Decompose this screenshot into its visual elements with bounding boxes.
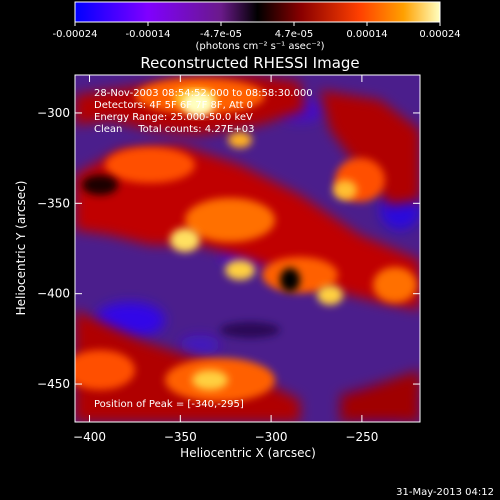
y-tick-label: −350 bbox=[37, 196, 70, 210]
info-energy-range: Energy Range: 25.000-50.0 keV bbox=[94, 112, 253, 123]
info-overlay: 28-Nov-2003 08:54:52.000 to 08:58:30.000… bbox=[94, 88, 313, 410]
x-tick-label: −400 bbox=[73, 430, 106, 444]
y-tick-label: −300 bbox=[37, 106, 70, 120]
x-tick-label: −300 bbox=[255, 430, 288, 444]
colorbar-unit-label: (photons cm⁻² s⁻¹ asec⁻²) bbox=[195, 41, 324, 52]
colorbar-tick-label: 4.7e-05 bbox=[275, 29, 313, 40]
y-tick-label: −450 bbox=[37, 377, 70, 391]
x-axis-label: Heliocentric X (arcsec) bbox=[180, 446, 316, 460]
colorbar-tick-label: 0.00014 bbox=[346, 29, 387, 40]
peak-glow bbox=[182, 91, 215, 116]
info-peak-position: Position of Peak = [-340,-295] bbox=[94, 399, 244, 410]
chart-title: Reconstructed RHESSI Image bbox=[140, 54, 359, 72]
colorbar-tick-label: -0.00014 bbox=[126, 29, 171, 40]
info-clean-counts: Clean Total counts: 4.27E+03 bbox=[94, 124, 254, 135]
colorbar-ticks: -0.00024 -0.00014 -4.7e-05 4.7e-05 0.00014 0.… bbox=[53, 22, 461, 40]
y-tick-label: −400 bbox=[37, 287, 70, 301]
colorbar-tick-label: -4.7e-05 bbox=[200, 29, 242, 40]
peak-marker bbox=[182, 91, 215, 116]
colorbar-tick-label: 0.00024 bbox=[419, 29, 460, 40]
heatmap-image bbox=[75, 75, 420, 422]
x-tick-label: −350 bbox=[164, 430, 197, 444]
x-axis-ticks: −400 −350 −300 −250 bbox=[73, 75, 378, 444]
colorbar-tick-label: -0.00024 bbox=[53, 29, 98, 40]
colorbar-gradient bbox=[74, 1, 441, 23]
y-axis-ticks: −300 −350 −400 −450 bbox=[37, 106, 420, 391]
x-tick-label: −250 bbox=[345, 430, 378, 444]
footer-date: 31-May-2013 04:12 bbox=[396, 487, 494, 498]
colorbar: -0.00024 -0.00014 -4.7e-05 4.7e-05 0.00014 0.… bbox=[53, 1, 461, 52]
info-time-range: 28-Nov-2003 08:54:52.000 to 08:58:30.000 bbox=[94, 88, 313, 99]
info-detectors: Detectors: 4F 5F 6F 7F 8F, Att 0 bbox=[94, 100, 253, 111]
y-axis-label: Heliocentric Y (arcsec) bbox=[14, 181, 28, 316]
plot-frame bbox=[74, 74, 421, 423]
heatmap-dark-lanes bbox=[82, 175, 300, 338]
